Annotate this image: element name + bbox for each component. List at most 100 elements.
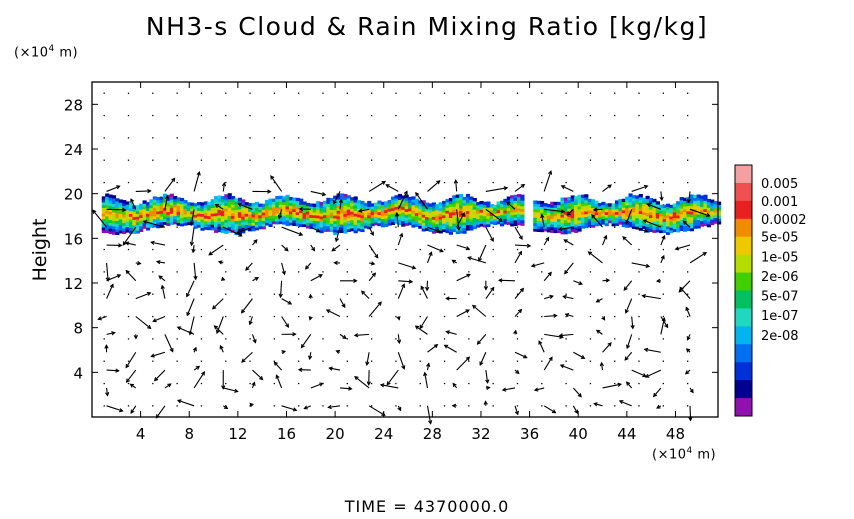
wind-vector-head bbox=[518, 235, 523, 241]
cloud-cell bbox=[145, 216, 151, 220]
cloud-cell bbox=[142, 214, 147, 218]
cloud-cell bbox=[241, 227, 246, 231]
cloud-cell bbox=[203, 223, 208, 228]
cloud-cell bbox=[329, 209, 334, 213]
cloud-cell bbox=[621, 209, 626, 214]
wind-vector bbox=[631, 316, 634, 329]
wind-vector bbox=[644, 348, 661, 353]
cloud-cell bbox=[676, 220, 681, 225]
cloud-cell bbox=[203, 209, 208, 214]
wind-vector bbox=[397, 352, 405, 369]
cloud-cell bbox=[353, 227, 358, 231]
grid-dot bbox=[443, 315, 446, 318]
cloud-cell bbox=[455, 205, 460, 210]
cloud-cell bbox=[710, 213, 715, 217]
cloud-cell bbox=[214, 226, 219, 231]
wind-vector bbox=[245, 262, 253, 271]
grid-dot bbox=[176, 137, 178, 139]
cloud-cell bbox=[401, 203, 406, 208]
grid-dot bbox=[589, 382, 592, 385]
cloud-cell bbox=[710, 219, 715, 223]
grid-dot bbox=[249, 405, 251, 407]
cloud-cell bbox=[299, 198, 304, 202]
wind-vector bbox=[566, 208, 574, 216]
cloud-cell bbox=[322, 228, 328, 232]
wind-vector bbox=[274, 361, 283, 371]
cloud-cell bbox=[570, 214, 575, 219]
cloud-cell bbox=[258, 225, 263, 230]
cloud-cell bbox=[227, 201, 232, 205]
cloud-cell bbox=[710, 210, 715, 215]
cloud-cell bbox=[486, 223, 491, 228]
cloud-cell bbox=[553, 204, 558, 208]
cloud-cell bbox=[162, 199, 168, 203]
wind-vector bbox=[456, 309, 470, 317]
wind-vector-head bbox=[428, 420, 433, 425]
cloud-cell bbox=[459, 205, 464, 209]
cloud-cell bbox=[391, 202, 396, 206]
cloud-cell bbox=[268, 220, 273, 225]
wind-vector-head bbox=[646, 203, 651, 208]
cloud-cell bbox=[210, 215, 215, 220]
cloud-cell bbox=[516, 219, 522, 223]
cloud-cell bbox=[713, 203, 718, 208]
cloud-cell bbox=[387, 199, 392, 204]
cloud-cell bbox=[108, 222, 113, 226]
cloud-cell bbox=[438, 230, 443, 234]
wind-vector-head bbox=[685, 348, 691, 353]
cloud-cell bbox=[611, 214, 616, 218]
cloud-cell bbox=[669, 224, 674, 228]
cloud-cell bbox=[339, 207, 345, 211]
cloud-cell bbox=[428, 220, 433, 224]
cloud-cell bbox=[550, 224, 555, 228]
cloud-cell bbox=[645, 212, 650, 216]
cloud-cell bbox=[577, 194, 582, 199]
cloud-cell bbox=[601, 215, 606, 220]
x-tick-label: 20 bbox=[326, 425, 345, 443]
cloud-cell bbox=[469, 218, 474, 223]
cloud-cell bbox=[169, 202, 174, 206]
grid-dot bbox=[103, 114, 105, 117]
grid-dot bbox=[589, 338, 592, 340]
wind-vector-head bbox=[124, 241, 130, 246]
cloud-cell bbox=[343, 210, 348, 215]
cloud-cell bbox=[210, 224, 215, 228]
cloud-cell bbox=[655, 204, 660, 208]
grid-dot bbox=[443, 181, 446, 184]
cloud-cell bbox=[384, 218, 389, 222]
wind-vector bbox=[544, 295, 554, 300]
cloud-cell bbox=[132, 222, 137, 226]
wind-vector bbox=[252, 369, 263, 380]
wind-vector bbox=[156, 405, 166, 419]
cloud-cell bbox=[696, 214, 701, 218]
cloud-cell bbox=[285, 200, 290, 204]
cloud-cell bbox=[587, 198, 592, 203]
cloud-cell bbox=[442, 212, 447, 216]
grid-dot bbox=[443, 137, 446, 139]
cloud-cell bbox=[401, 206, 406, 210]
cloud-cell bbox=[693, 203, 698, 207]
cloud-cell bbox=[499, 200, 505, 205]
cloud-cell bbox=[445, 204, 450, 208]
cloud-cell bbox=[128, 205, 134, 209]
grid-dot bbox=[541, 271, 543, 273]
cloud-cell bbox=[193, 205, 198, 210]
wind-vector-head bbox=[411, 265, 417, 270]
cloud-cell bbox=[404, 222, 409, 226]
wind-vector bbox=[193, 371, 205, 389]
cloud-cell bbox=[425, 216, 430, 220]
cloud-cell bbox=[469, 196, 474, 200]
cloud-cell bbox=[493, 213, 498, 217]
grid-dot bbox=[687, 382, 689, 385]
cloud-cell bbox=[169, 193, 174, 197]
cloud-cell bbox=[282, 212, 287, 217]
grid-dot bbox=[468, 271, 470, 273]
grid-dot bbox=[200, 360, 203, 362]
cloud-cell bbox=[672, 209, 677, 213]
cloud-cell bbox=[706, 198, 711, 203]
grid-dot bbox=[176, 360, 178, 362]
wind-vector-head bbox=[686, 336, 691, 341]
cloud-cell bbox=[326, 220, 331, 224]
cloud-cell bbox=[135, 224, 140, 228]
cloud-cell bbox=[536, 214, 541, 219]
